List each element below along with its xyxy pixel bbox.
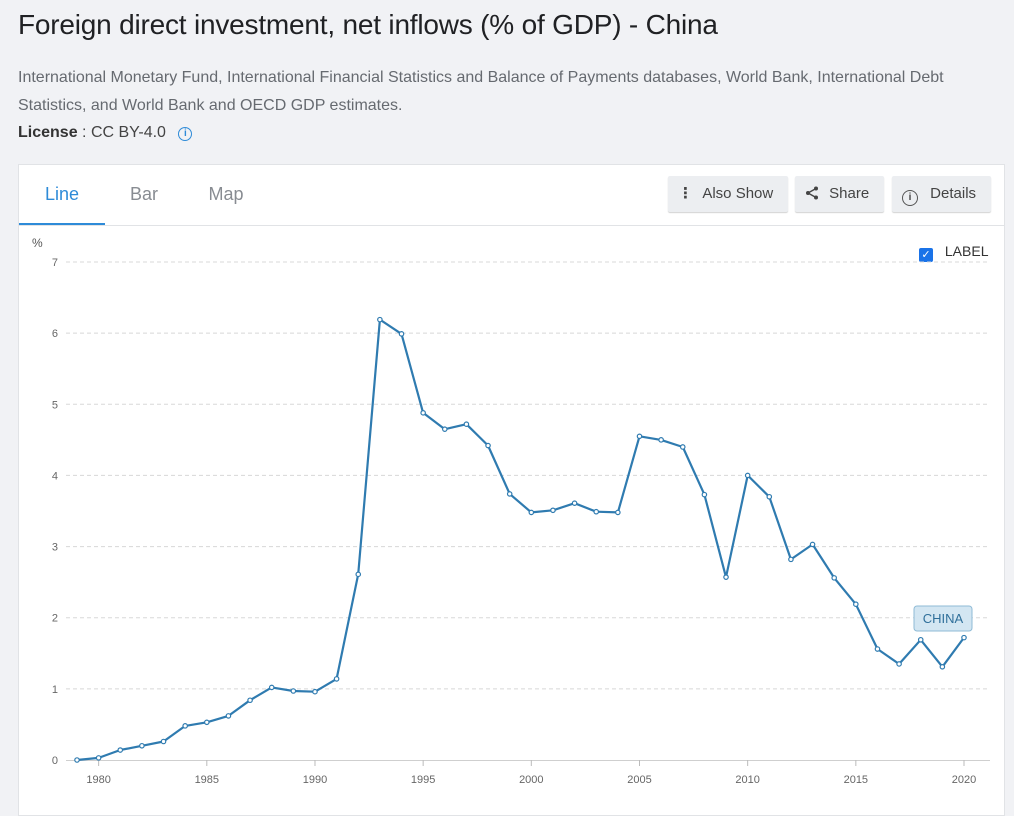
also-show-button[interactable]: ⋮ Also Show <box>668 176 788 212</box>
series-label-text: CHINA <box>923 611 964 626</box>
data-point <box>636 433 643 440</box>
y-tick-label: 6 <box>52 328 58 340</box>
label-toggle[interactable]: ✓ LABEL <box>919 243 988 262</box>
x-tick-label: 1990 <box>303 774 327 786</box>
checkbox-checked-icon[interactable]: ✓ <box>919 248 933 262</box>
data-point <box>961 634 967 641</box>
details-button[interactable]: i Details <box>892 176 991 212</box>
data-point <box>701 491 708 498</box>
y-tick-label: 0 <box>52 755 58 767</box>
x-tick-label: 1995 <box>411 774 435 786</box>
data-point <box>939 664 946 670</box>
y-tick-label: 2 <box>52 613 58 625</box>
y-axis-unit: % <box>32 236 43 250</box>
data-point <box>204 719 210 726</box>
license-value: : CC BY-4.0 <box>82 124 166 141</box>
data-point <box>896 661 902 667</box>
kebab-icon: ⋮ <box>678 185 693 202</box>
data-point <box>831 575 837 581</box>
data-point <box>550 507 556 514</box>
chart-panel: Line Bar Map ⋮ Also Show Share i Details <box>18 164 1005 816</box>
data-point <box>571 500 578 506</box>
data-point <box>528 509 535 516</box>
y-tick-label: 4 <box>52 470 58 482</box>
data-point <box>809 541 816 548</box>
data-point <box>420 410 426 416</box>
label-toggle-text: LABEL <box>944 243 989 259</box>
tab-bar-chart[interactable]: Bar <box>129 184 158 204</box>
data-point <box>788 556 794 563</box>
share-button[interactable]: Share <box>795 176 884 212</box>
series-label-badge <box>913 605 973 632</box>
x-tick-label: 2020 <box>952 774 976 786</box>
x-tick-label: 1980 <box>86 774 110 786</box>
y-tick-label: 7 <box>52 257 58 269</box>
x-tick-label: 2005 <box>627 774 651 786</box>
x-tick-label: 2000 <box>519 774 543 786</box>
data-point <box>485 442 491 449</box>
tab-line[interactable]: Line <box>19 165 105 225</box>
data-point <box>441 426 448 432</box>
data-point <box>182 723 188 729</box>
data-point <box>615 509 621 516</box>
license-line: License : CC BY-4.0 i <box>18 124 193 142</box>
data-point <box>744 472 751 479</box>
data-point <box>723 574 729 580</box>
info-icon[interactable]: i <box>178 127 193 141</box>
data-point <box>766 493 773 500</box>
share-label: Share <box>829 185 870 202</box>
data-point <box>225 713 232 719</box>
data-point <box>290 688 297 694</box>
y-tick-label: 1 <box>52 684 58 696</box>
data-point <box>377 316 383 323</box>
x-tick-label: 2010 <box>735 774 759 786</box>
x-tick-label: 2015 <box>844 774 868 786</box>
data-point <box>398 331 405 337</box>
x-tick-label: 1985 <box>195 774 219 786</box>
data-point <box>658 437 664 443</box>
data-point <box>333 676 340 682</box>
data-point <box>312 688 318 695</box>
source-note: International Monetary Fund, Internation… <box>18 69 944 114</box>
data-point <box>679 444 686 450</box>
data-point <box>160 738 167 745</box>
tab-bar: Line Bar Map ⋮ Also Show Share i Details <box>19 165 1004 226</box>
data-point <box>917 636 924 643</box>
also-show-label: Also Show <box>702 185 774 202</box>
data-point <box>593 508 600 515</box>
share-icon <box>805 176 819 212</box>
data-point <box>95 755 102 761</box>
data-point <box>247 697 253 704</box>
data-point <box>268 684 275 691</box>
data-point <box>506 491 513 497</box>
details-info-icon: i <box>902 190 918 206</box>
details-label: Details <box>930 185 977 202</box>
data-point <box>463 421 470 428</box>
tab-map[interactable]: Map <box>208 184 244 204</box>
data-point <box>117 747 124 753</box>
data-point <box>355 571 362 578</box>
series-line-china <box>76 318 965 762</box>
data-point <box>853 601 859 607</box>
y-tick-label: 5 <box>52 399 58 411</box>
data-point <box>874 646 881 652</box>
data-point <box>139 742 145 749</box>
license-label: License <box>18 124 78 141</box>
page-title: Foreign direct investment, net inflows (… <box>18 9 718 40</box>
data-point <box>74 757 80 763</box>
y-tick-label: 3 <box>52 542 58 554</box>
